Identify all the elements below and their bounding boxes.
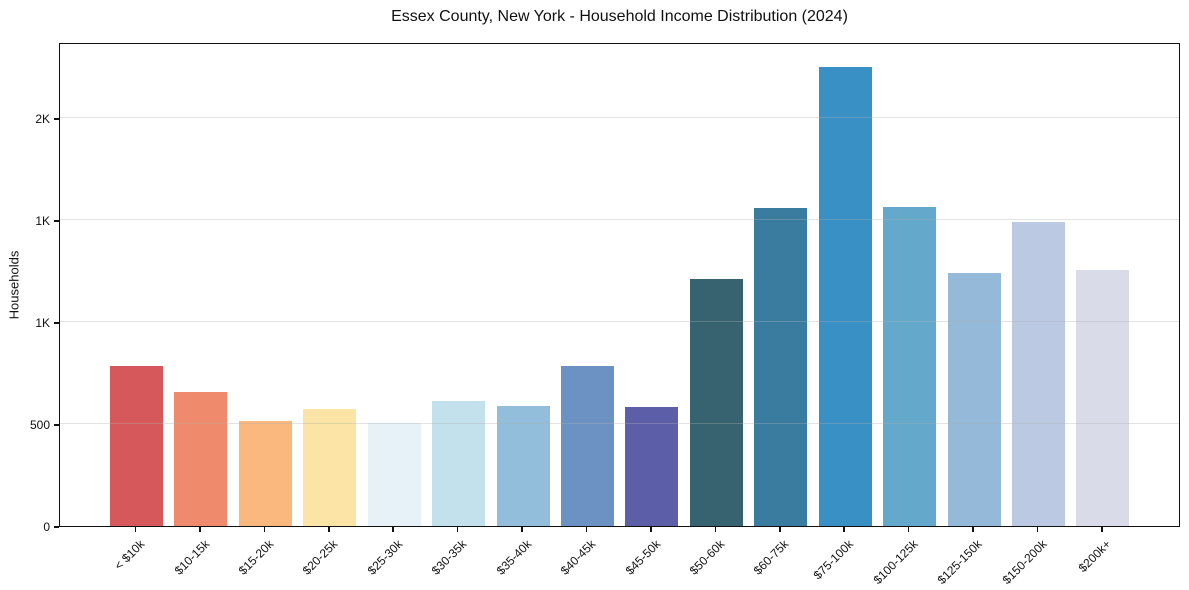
x-tick-mark xyxy=(199,527,201,532)
x-tick-label: < $10k xyxy=(111,537,148,573)
x-tick-mark xyxy=(328,527,330,532)
x-tick-label: $45-50k xyxy=(622,537,663,578)
x-tick-mark xyxy=(1101,527,1103,532)
x-tick-label: $50-60k xyxy=(686,537,728,578)
bar-$15-20k xyxy=(238,420,292,526)
x-tick-mark xyxy=(392,527,394,532)
x-tick-mark xyxy=(779,527,781,532)
x-tick-label: $10-15k xyxy=(171,537,212,578)
x-tick-mark xyxy=(1036,527,1039,532)
y-tick-label: 2K xyxy=(35,111,50,126)
bar-$125-150k xyxy=(947,272,1001,526)
gridline-500 xyxy=(60,422,1179,424)
x-tick-label: $125-150k xyxy=(934,537,985,588)
y-axis-label: Households xyxy=(6,250,22,320)
plot-area xyxy=(59,43,1180,527)
x-tick-label: $40-45k xyxy=(557,537,599,578)
x-tick-mark xyxy=(521,527,523,532)
y-tick-mark xyxy=(54,526,59,528)
gridline-1K xyxy=(60,320,1179,322)
x-tick-label: $200k+ xyxy=(1075,537,1114,575)
bar-$35-40k xyxy=(496,405,550,526)
x-tick-mark xyxy=(843,527,845,532)
x-tick-mark xyxy=(134,527,137,532)
x-tick-label: $30-35k xyxy=(428,537,470,578)
bar-$150-200k xyxy=(1012,221,1066,526)
bar-$10-15k xyxy=(174,392,228,526)
x-tick-mark xyxy=(263,527,266,532)
y-tick-label: 1K xyxy=(35,213,50,228)
y-tick-label: 0 xyxy=(43,520,50,534)
y-tick-label: 500 xyxy=(29,417,50,432)
x-tick-mark xyxy=(456,527,459,532)
x-tick-label: $20-25k xyxy=(300,537,341,578)
x-tick-label: $35-40k xyxy=(493,537,534,578)
x-tick-mark xyxy=(585,527,588,532)
bar-$20-25k xyxy=(303,408,357,526)
x-tick-label: $15-20k xyxy=(235,537,277,578)
bar-< $10k xyxy=(110,365,163,526)
bar-$60-75k xyxy=(754,207,808,526)
x-tick-mark xyxy=(714,527,717,532)
bar-$45-50k xyxy=(625,406,679,526)
gridline-2K xyxy=(60,116,1179,118)
bar-$75-100k xyxy=(818,66,872,526)
bar-$40-45k xyxy=(561,365,614,526)
x-tick-label: $60-75k xyxy=(751,537,792,578)
bar-$100-125k xyxy=(883,206,937,526)
y-tick-mark xyxy=(54,118,59,120)
x-tick-label: $75-100k xyxy=(810,537,857,583)
x-tick-label: $150-200k xyxy=(999,537,1050,588)
y-tick-mark xyxy=(54,322,59,324)
x-tick-mark xyxy=(650,527,652,532)
bar-$30-35k xyxy=(432,400,486,526)
chart-title: Essex County, New York - Household Incom… xyxy=(391,8,848,25)
y-tick-mark xyxy=(54,424,59,426)
bar-$200k+ xyxy=(1076,269,1130,526)
x-tick-mark xyxy=(972,527,974,532)
y-tick-mark xyxy=(54,220,59,222)
x-tick-mark xyxy=(907,527,910,532)
x-tick-label: $25-30k xyxy=(364,537,406,578)
x-tick-label: $100-125k xyxy=(870,537,921,588)
gridline-1K xyxy=(60,218,1179,220)
bar-$50-60k xyxy=(689,279,743,526)
y-tick-label: 1K xyxy=(35,315,50,330)
bar-$25-30k xyxy=(367,422,421,526)
